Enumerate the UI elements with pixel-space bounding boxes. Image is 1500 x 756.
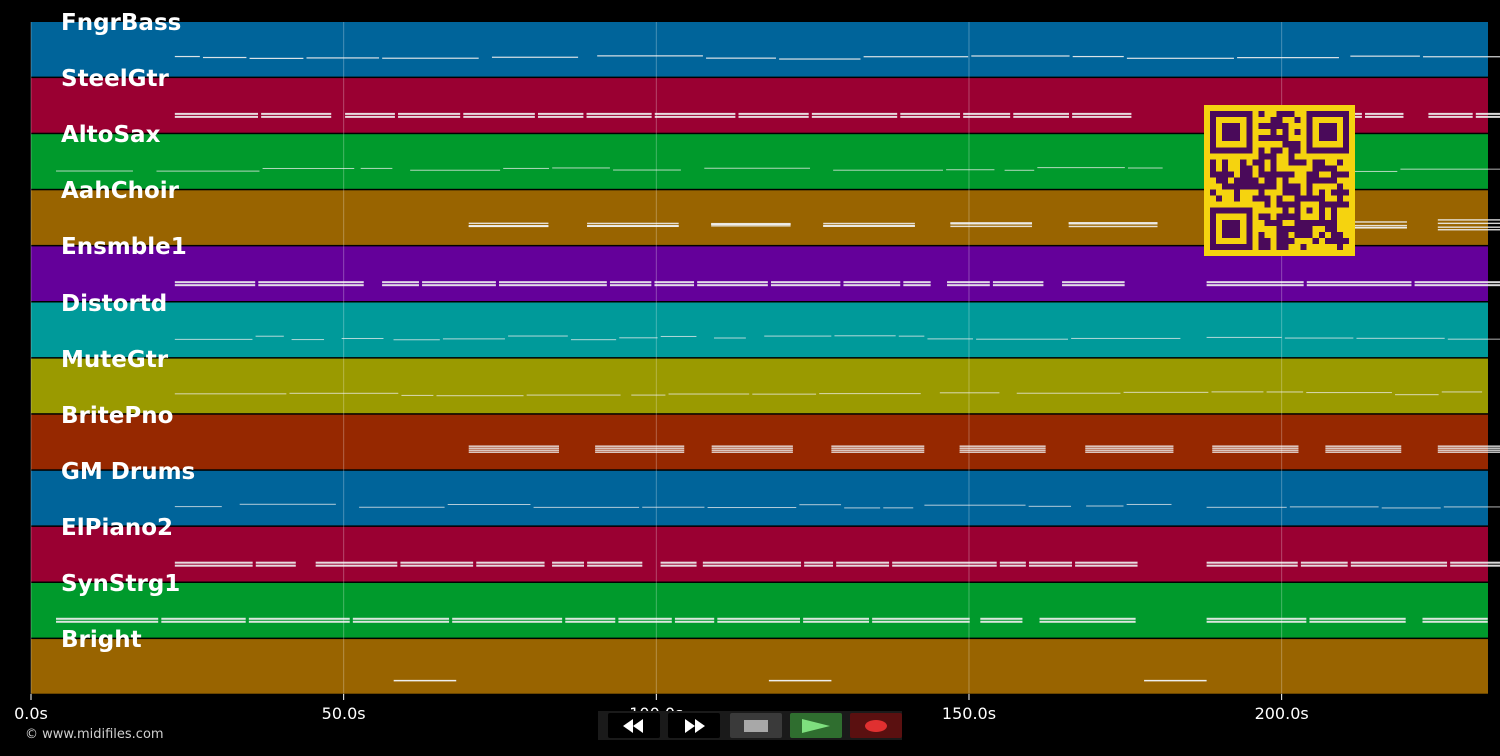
track-lane[interactable]: [31, 639, 1488, 694]
track-label: ElPiano2: [61, 514, 174, 541]
track-notes: [174, 391, 1483, 397]
track-notes: [56, 617, 1488, 623]
fast-forward-icon: [685, 718, 705, 733]
track-label: MuteGtr: [61, 346, 169, 373]
track-label: AltoSax: [61, 122, 161, 149]
track-lane[interactable]: [31, 358, 1488, 414]
track-notes: [174, 55, 1500, 60]
tick-label: 200.0s: [1254, 704, 1309, 723]
track-notes: [468, 445, 1500, 453]
play-button[interactable]: [790, 713, 842, 738]
rewind-button[interactable]: [608, 713, 660, 738]
track-notes: [174, 561, 1500, 567]
track-label: SteelGtr: [61, 66, 169, 93]
track-lane[interactable]: [31, 414, 1488, 470]
track-lane[interactable]: [31, 583, 1488, 638]
record-icon: [865, 719, 887, 732]
track-label: GM Drums: [61, 458, 196, 485]
play-icon: [802, 718, 830, 733]
track-lane[interactable]: [31, 22, 1488, 77]
track-label: Distortd: [61, 290, 168, 317]
track-lane[interactable]: [31, 526, 1488, 582]
tick-label: 50.0s: [321, 704, 366, 723]
track-label: Ensmble1: [61, 234, 187, 261]
qr-code: [1204, 105, 1355, 256]
copyright-text: © www.midifiles.com: [25, 727, 164, 742]
track-lane[interactable]: [31, 470, 1488, 526]
record-button[interactable]: [850, 713, 902, 738]
fast-forward-button[interactable]: [668, 713, 720, 738]
track-notes: [174, 503, 1500, 509]
tick-label: 0.0s: [14, 704, 48, 723]
track-label: SynStrg1: [61, 571, 181, 597]
stop-icon: [744, 719, 768, 732]
track-lane[interactable]: [31, 302, 1488, 358]
track-label: Bright: [61, 627, 142, 654]
stop-button[interactable]: [730, 713, 782, 738]
track-notes: [174, 281, 1500, 287]
transport-controls: [598, 711, 902, 740]
track-notes: [393, 679, 1207, 682]
track-label: AahChoir: [61, 178, 179, 205]
track-notes: [174, 335, 1500, 341]
track-label: FngrBass: [61, 10, 182, 36]
rewind-icon: [623, 718, 643, 733]
track-label: BritePno: [61, 402, 174, 429]
tick-label: 150.0s: [941, 704, 997, 723]
